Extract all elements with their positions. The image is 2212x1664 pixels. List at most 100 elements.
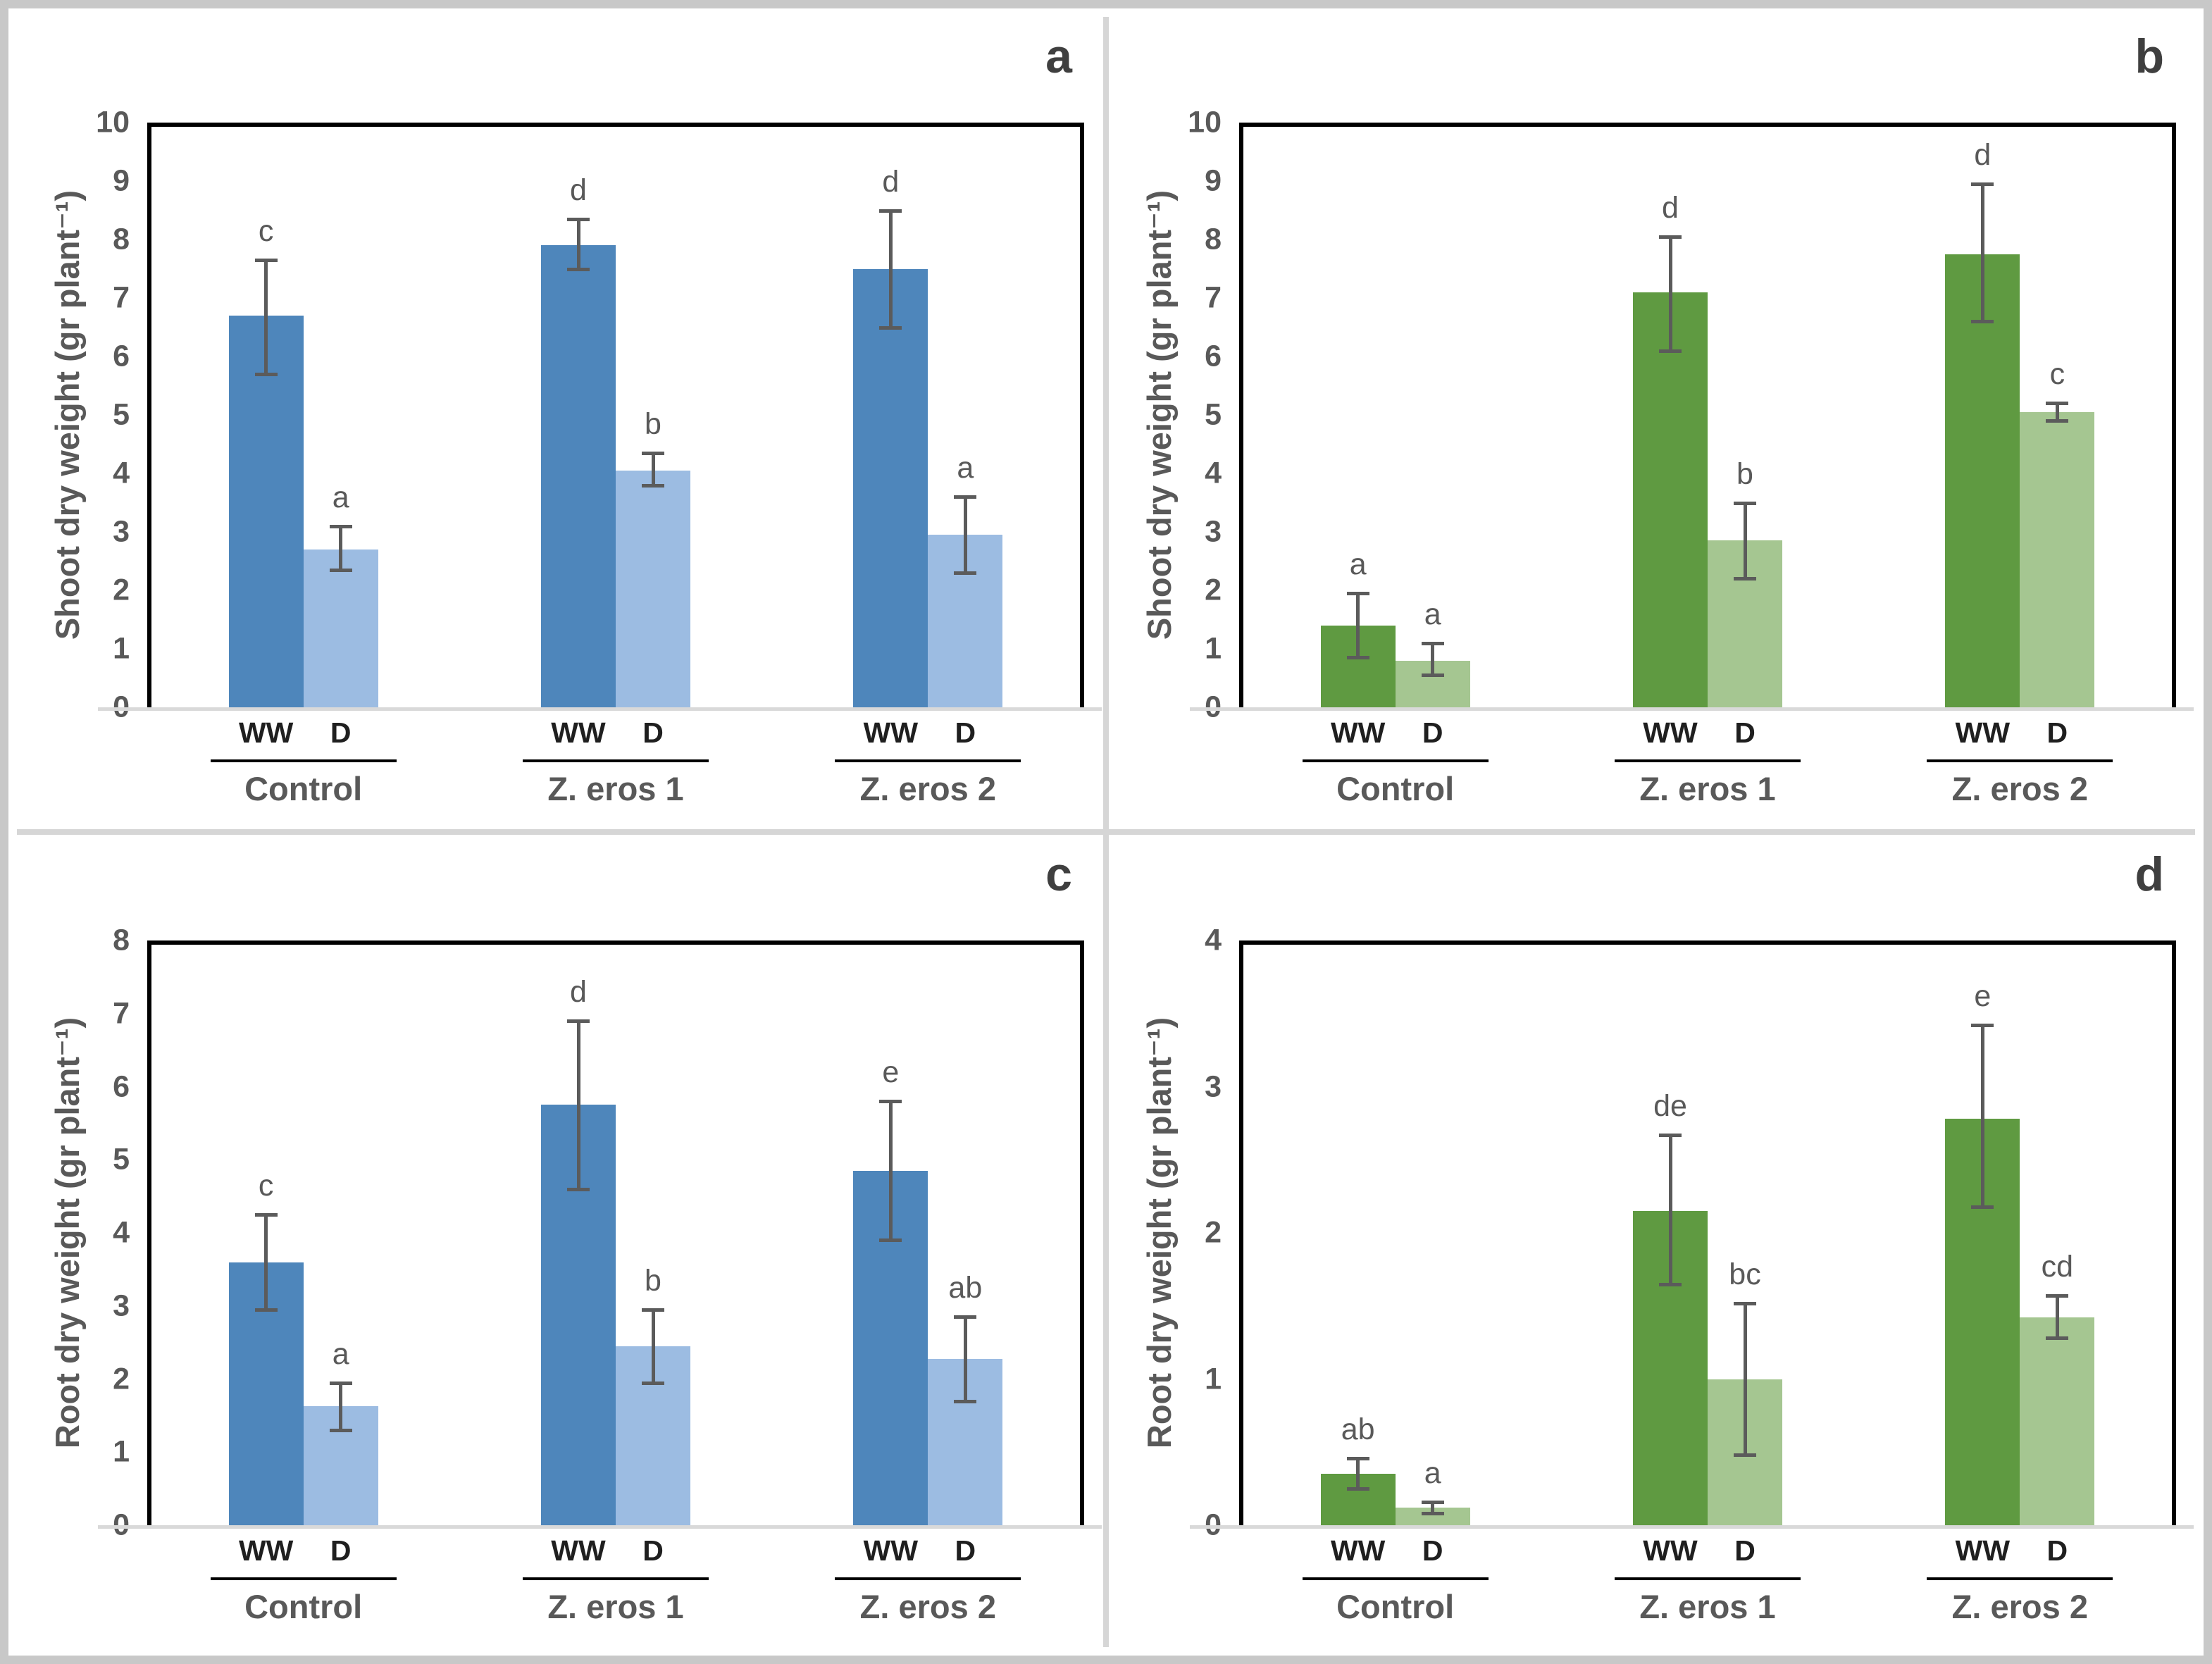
y-tick-label: 4	[113, 456, 130, 490]
y-tick-label: 0	[1130, 692, 1222, 723]
significance-letter: b	[645, 1263, 661, 1298]
bar-d-z-eros-1	[616, 470, 690, 707]
x-axis-line	[1190, 707, 2194, 711]
y-tick-label: 4	[1205, 923, 1222, 957]
y-tick-label: 7	[113, 996, 130, 1031]
condition-label-ww: WW	[551, 716, 606, 749]
error-bar	[576, 218, 580, 269]
error-bar	[963, 1317, 967, 1401]
error-bar-top-cap	[1346, 592, 1369, 596]
condition-label-d: D	[2046, 716, 2068, 749]
error-bar-bottom-cap	[1734, 577, 1756, 581]
error-bar	[1431, 1501, 1435, 1514]
error-bar	[888, 210, 893, 328]
error-bar-bottom-cap	[254, 1308, 278, 1312]
significance-letter: ab	[1341, 1412, 1375, 1446]
significance-letter: e	[1974, 979, 1992, 1014]
group-label-z-eros-1: Z. eros 1	[547, 1588, 684, 1625]
bar-ww-z-eros-1	[1633, 292, 1708, 707]
condition-label-ww: WW	[1955, 716, 2011, 749]
condition-label-ww: WW	[1643, 716, 1698, 749]
x-axis-line	[98, 1525, 1102, 1529]
group-underline	[1302, 759, 1489, 762]
significance-letter: de	[1653, 1088, 1687, 1123]
panel-letter: b	[2135, 30, 2164, 83]
condition-label-ww: WW	[238, 1534, 294, 1567]
error-bar-bottom-cap	[954, 1399, 977, 1403]
error-bar-top-cap	[642, 451, 664, 455]
error-bar-bottom-cap	[1421, 673, 1444, 678]
group-underline	[523, 759, 709, 762]
condition-label-d: D	[642, 1534, 664, 1567]
group-underline	[835, 759, 1021, 762]
error-bar-bottom-cap	[567, 1187, 590, 1191]
y-tick-label: 8	[113, 222, 130, 256]
group-label-z-eros-1: Z. eros 1	[547, 770, 684, 807]
error-bar	[963, 497, 967, 573]
error-bar-top-cap	[1659, 1133, 1682, 1137]
error-bar-top-cap	[1421, 641, 1444, 645]
error-bar-top-cap	[254, 259, 278, 263]
panel-c-root-dry-weight-blue: c Root dry weight (gr plant⁻¹)012345678c…	[17, 835, 1103, 1647]
error-bar	[1668, 236, 1672, 351]
error-bar-bottom-cap	[879, 325, 902, 330]
error-bar-top-cap	[254, 1213, 278, 1217]
error-bar-top-cap	[1734, 1301, 1756, 1305]
panel-letter: c	[1045, 847, 1072, 901]
significance-letter: c	[258, 1169, 274, 1203]
y-tick-label: 3	[113, 514, 130, 549]
y-tick-label: 10	[1188, 105, 1222, 139]
error-bar	[888, 1101, 893, 1241]
error-bar	[1980, 184, 1984, 322]
significance-letter: a	[332, 1336, 349, 1371]
error-bar-top-cap	[1971, 1024, 1994, 1028]
error-bar-bottom-cap	[2046, 419, 2069, 423]
significance-letter: b	[645, 406, 661, 441]
significance-letter: d	[1974, 138, 1992, 173]
error-bar-top-cap	[567, 1019, 590, 1024]
y-tick-label: 2	[1205, 1215, 1222, 1250]
significance-letter: d	[570, 173, 587, 207]
y-tick-label: 1	[113, 1434, 130, 1469]
group-underline	[1302, 1577, 1489, 1580]
error-bar	[264, 260, 268, 374]
error-bar-top-cap	[2046, 1294, 2069, 1298]
error-bar-bottom-cap	[954, 571, 977, 576]
y-tick-label: 7	[1205, 280, 1222, 315]
plot-area-border	[1239, 123, 2176, 707]
y-tick-label: 1	[113, 631, 130, 666]
y-tick-label: 2	[1205, 573, 1222, 607]
group-underline	[835, 1577, 1021, 1580]
error-bar-bottom-cap	[1346, 656, 1369, 660]
error-bar-top-cap	[329, 524, 352, 528]
error-bar	[576, 1021, 580, 1189]
condition-label-ww: WW	[551, 1534, 606, 1567]
error-bar-top-cap	[1421, 1500, 1444, 1504]
error-bar-top-cap	[954, 1315, 977, 1320]
condition-label-ww: WW	[1330, 716, 1386, 749]
group-label-z-eros-1: Z. eros 1	[1639, 1588, 1776, 1625]
group-underline	[1927, 1577, 2113, 1580]
group-label-z-eros-2: Z. eros 2	[1951, 1588, 2088, 1625]
y-tick-label: 5	[1205, 397, 1222, 432]
panel-a-shoot-dry-weight-blue: a Shoot dry weight (gr plant⁻¹)012345678…	[17, 17, 1103, 829]
error-bar-bottom-cap	[1971, 320, 1994, 324]
y-tick-label: 2	[113, 1362, 130, 1396]
y-tick-label: 2	[113, 573, 130, 607]
error-bar-bottom-cap	[329, 1429, 352, 1433]
bar-d-z-eros-2	[2020, 411, 2095, 707]
bar-d-control	[303, 549, 378, 707]
panel-grid: a Shoot dry weight (gr plant⁻¹)012345678…	[17, 17, 2195, 1647]
error-bar	[264, 1215, 268, 1310]
condition-label-d: D	[2046, 1534, 2068, 1567]
condition-label-d: D	[955, 716, 976, 749]
error-bar-bottom-cap	[642, 1381, 664, 1385]
bar-ww-z-eros-1	[541, 245, 616, 707]
y-tick-label: 3	[1205, 1069, 1222, 1103]
group-underline	[210, 1577, 397, 1580]
condition-label-d: D	[330, 1534, 352, 1567]
y-tick-label: 4	[1205, 456, 1222, 490]
significance-letter: d	[882, 164, 900, 199]
y-tick-label: 4	[113, 1215, 130, 1250]
